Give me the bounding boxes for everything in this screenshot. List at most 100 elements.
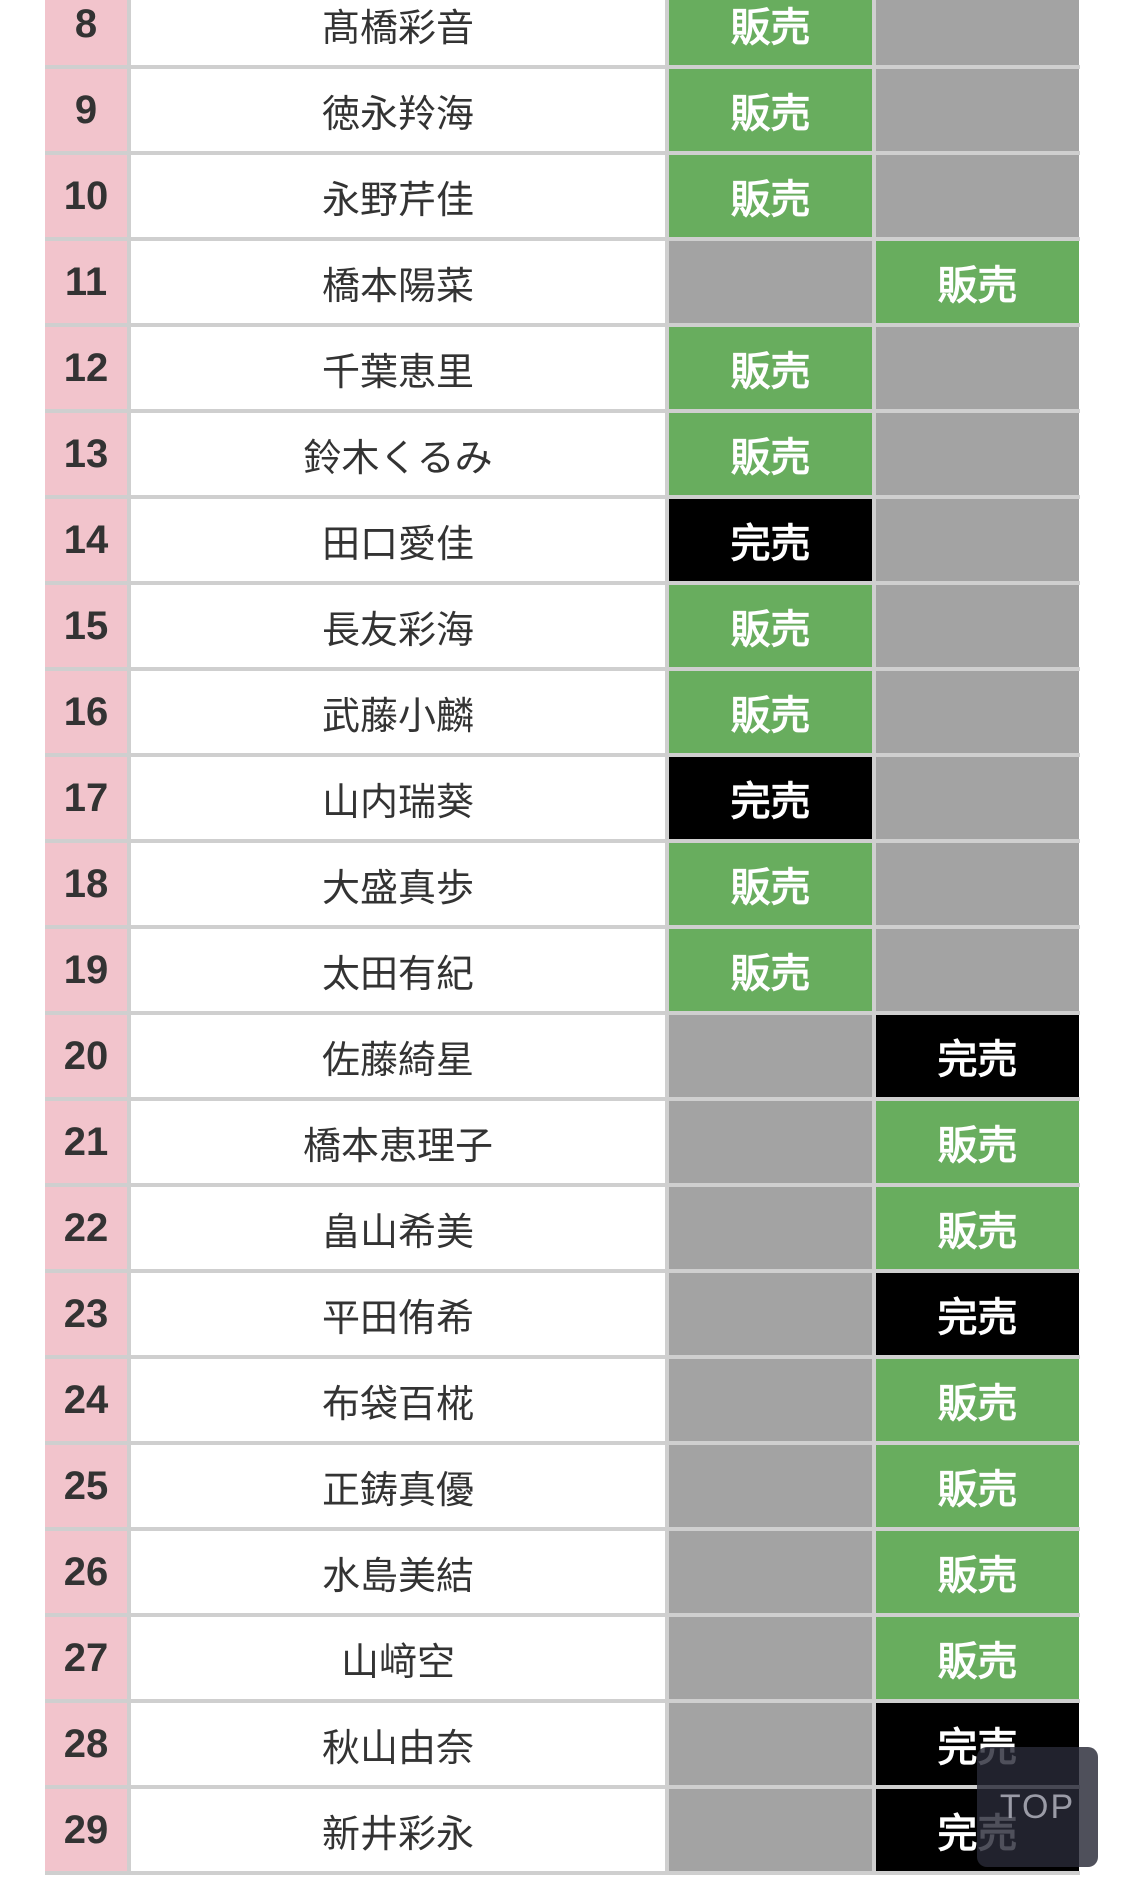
row-number: 9 xyxy=(45,69,131,151)
status-cell-empty xyxy=(669,1273,876,1355)
member-name: 武藤小麟 xyxy=(131,671,669,753)
table-row: 22 畠山希美 販売 xyxy=(45,1187,1080,1273)
row-number: 27 xyxy=(45,1617,131,1699)
status-cell-sale: 販売 xyxy=(669,671,876,753)
member-name: 髙橋彩音 xyxy=(131,0,669,65)
member-name: 橋本恵理子 xyxy=(131,1101,669,1183)
row-number: 16 xyxy=(45,671,131,753)
back-to-top-button[interactable]: TOP xyxy=(977,1747,1098,1867)
status-cell-sale: 販売 xyxy=(669,843,876,925)
top-button-label: TOP xyxy=(999,1787,1076,1826)
status-cell-sold-out: 完売 xyxy=(669,499,876,581)
member-name: 新井彩永 xyxy=(131,1789,669,1871)
table-row: 29新井彩永完売 xyxy=(45,1789,1080,1875)
status-cell-empty xyxy=(669,1531,876,1613)
status-cell-sale: 販売 xyxy=(876,241,1079,323)
member-name: 山﨑空 xyxy=(131,1617,669,1699)
table-row: 8 髙橋彩音 販売 xyxy=(45,0,1080,69)
row-number: 18 xyxy=(45,843,131,925)
row-number: 8 xyxy=(45,0,131,65)
row-number: 26 xyxy=(45,1531,131,1613)
table-row: 24 布袋百椛 販売 xyxy=(45,1359,1080,1445)
member-name: 正鋳真優 xyxy=(131,1445,669,1527)
status-cell-sold-out: 完売 xyxy=(669,757,876,839)
table-row: 23 平田侑希 完売 xyxy=(45,1273,1080,1359)
row-number: 15 xyxy=(45,585,131,667)
table-row: 16 武藤小麟 販売 xyxy=(45,671,1080,757)
member-name: 大盛真歩 xyxy=(131,843,669,925)
status-cell-sale: 販売 xyxy=(876,1359,1079,1441)
table-row: 13 鈴木くるみ 販売 xyxy=(45,413,1080,499)
table-row: 28 秋山由奈 完売 xyxy=(45,1703,1080,1789)
status-cell-empty xyxy=(876,499,1079,581)
status-cell-sale: 販売 xyxy=(876,1617,1079,1699)
table-row: 26 水島美結 販売 xyxy=(45,1531,1080,1617)
status-cell-sold-out: 完売 xyxy=(876,1015,1079,1097)
row-number: 23 xyxy=(45,1273,131,1355)
status-cell-sale: 販売 xyxy=(669,929,876,1011)
status-cell-empty xyxy=(876,671,1079,753)
table-row: 12 千葉恵里 販売 xyxy=(45,327,1080,413)
table-row: 14 田口愛佳 完売 xyxy=(45,499,1080,585)
status-cell-empty xyxy=(876,413,1079,495)
row-number: 24 xyxy=(45,1359,131,1441)
status-cell-empty xyxy=(876,327,1079,409)
status-cell-empty xyxy=(669,1617,876,1699)
table-row: 21 橋本恵理子 販売 xyxy=(45,1101,1080,1187)
status-cell-sale: 販売 xyxy=(876,1531,1079,1613)
member-name: 橋本陽菜 xyxy=(131,241,669,323)
row-number: 20 xyxy=(45,1015,131,1097)
row-number: 11 xyxy=(45,241,131,323)
member-name: 水島美結 xyxy=(131,1531,669,1613)
status-cell-sale: 販売 xyxy=(669,585,876,667)
status-cell-empty xyxy=(669,241,876,323)
status-cell-empty xyxy=(669,1445,876,1527)
table-row: 17 山内瑞葵 完売 xyxy=(45,757,1080,843)
status-cell-empty xyxy=(876,929,1079,1011)
status-cell-sale: 販売 xyxy=(669,0,876,65)
status-cell-empty xyxy=(876,757,1079,839)
table-row: 11 橋本陽菜 販売 xyxy=(45,241,1080,327)
status-cell-empty xyxy=(876,843,1079,925)
status-cell-empty xyxy=(669,1789,876,1871)
member-name: 秋山由奈 xyxy=(131,1703,669,1785)
member-name: 布袋百椛 xyxy=(131,1359,669,1441)
member-name: 徳永羚海 xyxy=(131,69,669,151)
member-name: 佐藤綺星 xyxy=(131,1015,669,1097)
status-cell-sale: 販売 xyxy=(876,1187,1079,1269)
row-number: 22 xyxy=(45,1187,131,1269)
status-cell-empty xyxy=(876,155,1079,237)
row-number: 28 xyxy=(45,1703,131,1785)
status-cell-empty xyxy=(876,585,1079,667)
member-name: 長友彩海 xyxy=(131,585,669,667)
member-name: 千葉恵里 xyxy=(131,327,669,409)
status-cell-sale: 販売 xyxy=(876,1101,1079,1183)
status-cell-sale: 販売 xyxy=(669,155,876,237)
status-cell-empty xyxy=(876,0,1079,65)
row-number: 29 xyxy=(45,1789,131,1871)
row-number: 19 xyxy=(45,929,131,1011)
status-cell-empty xyxy=(669,1703,876,1785)
table-row: 10 永野芹佳 販売 xyxy=(45,155,1080,241)
status-cell-sale: 販売 xyxy=(876,1445,1079,1527)
status-cell-empty xyxy=(669,1101,876,1183)
member-name: 鈴木くるみ xyxy=(131,413,669,495)
row-number: 17 xyxy=(45,757,131,839)
table-row: 20 佐藤綺星 完売 xyxy=(45,1015,1080,1101)
status-cell-sale: 販売 xyxy=(669,69,876,151)
sales-status-table: 8 髙橋彩音 販売 9 徳永羚海 販売 10 永野芹佳 販売 11 橋本陽菜 販売 12 千葉恵里 販売 13… xyxy=(45,0,1080,1875)
table-row: 27 山﨑空 販売 xyxy=(45,1617,1080,1703)
member-name: 畠山希美 xyxy=(131,1187,669,1269)
row-number: 21 xyxy=(45,1101,131,1183)
status-cell-sold-out: 完売 xyxy=(876,1273,1079,1355)
table-row: 19 太田有紀 販売 xyxy=(45,929,1080,1015)
status-cell-empty xyxy=(669,1187,876,1269)
row-number: 14 xyxy=(45,499,131,581)
row-number: 13 xyxy=(45,413,131,495)
row-number: 12 xyxy=(45,327,131,409)
row-number: 25 xyxy=(45,1445,131,1527)
table-row: 25 正鋳真優 販売 xyxy=(45,1445,1080,1531)
status-cell-sale: 販売 xyxy=(669,327,876,409)
member-name: 田口愛佳 xyxy=(131,499,669,581)
status-cell-sale: 販売 xyxy=(669,413,876,495)
